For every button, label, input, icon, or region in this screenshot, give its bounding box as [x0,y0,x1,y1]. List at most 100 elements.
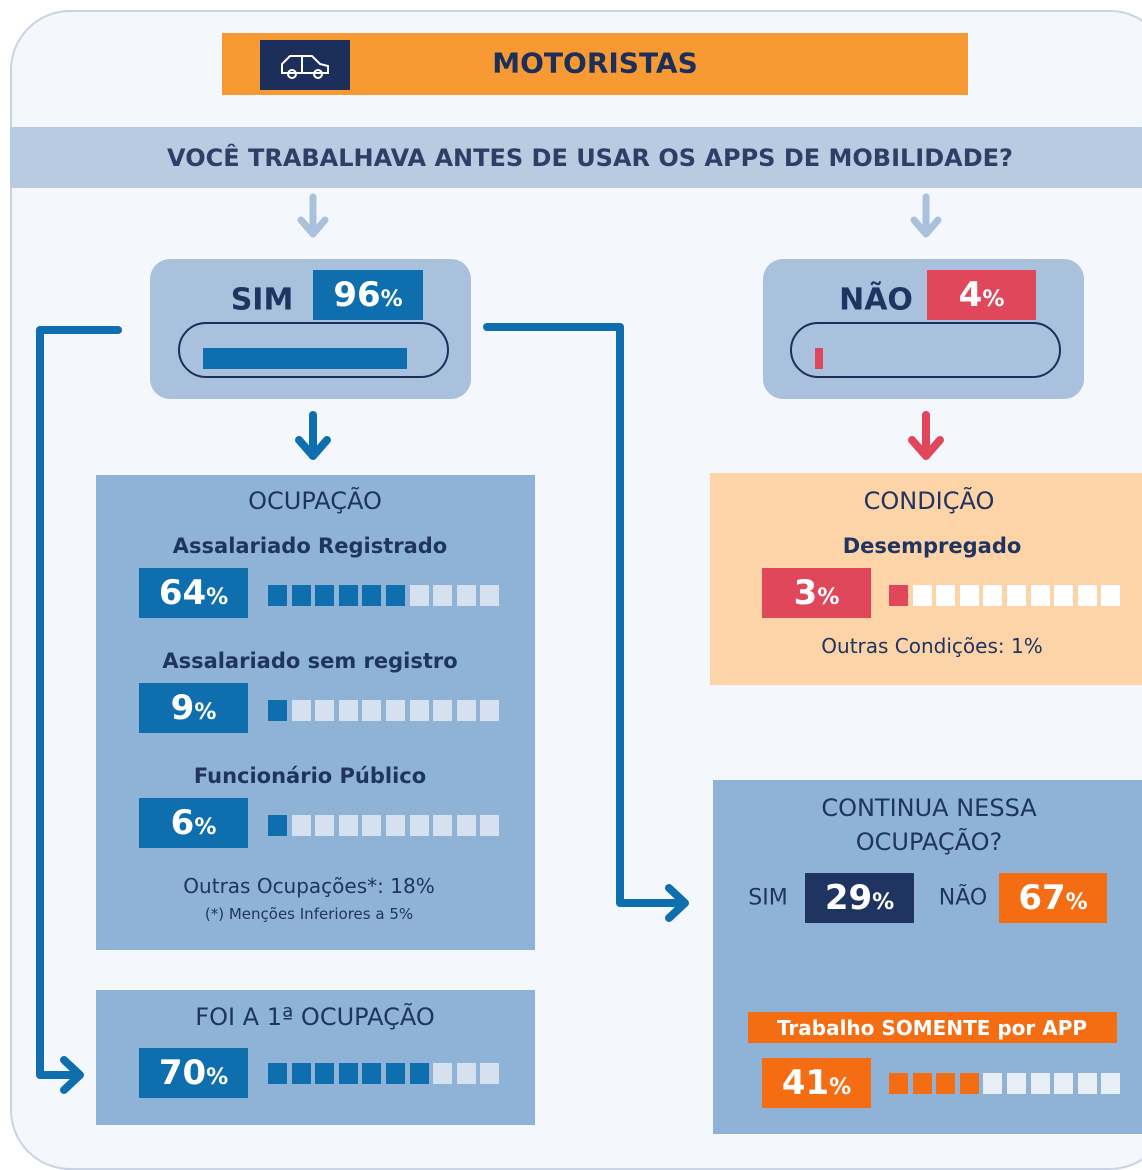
section-title: FOI A 1ª OCUPAÇÃO [195,1003,435,1031]
unit: % [872,890,895,915]
value-box: 41% [762,1058,871,1108]
value: 41 [781,1063,830,1103]
square [1030,1073,1050,1094]
square [456,1063,476,1084]
question: VOCÊ TRABALHAVA ANTES DE USAR OS APPS DE… [167,144,1013,172]
connectors [36,193,1065,1094]
value-box: 3% [762,568,871,618]
square [959,1073,979,1094]
square [433,815,453,836]
square [338,585,358,606]
value: 3 [793,573,818,613]
square [268,1063,287,1084]
square [1101,585,1121,606]
square [983,585,1003,606]
value-box: 6% [139,798,248,848]
value: 6 [170,803,195,843]
pill [790,322,1061,378]
other: Outras Ocupações*: 18% [183,874,435,898]
answer-label: NÃO [938,885,988,911]
value: 29 [824,878,873,918]
square [1007,585,1026,606]
arrow [295,411,331,460]
square [291,585,311,606]
value-box: 70% [139,1048,248,1098]
flow-line [36,326,122,1094]
square-bar [268,815,504,836]
square [1054,1073,1074,1094]
square [456,585,476,606]
answer-label: NÃO [839,282,913,318]
square [291,700,311,721]
page: MOTORISTAS VOCÊ TRABALHAVA ANTES DE USAR… [10,10,1142,1170]
square [409,585,429,606]
square-bar [268,1063,504,1084]
item-label: Funcionário Público [193,764,427,788]
square [386,1063,405,1084]
square [315,585,335,606]
value: 96 [333,275,381,315]
square [409,1063,429,1084]
sub-title-bg [748,1012,1117,1043]
progress-bar [815,348,824,369]
arrow [297,193,329,238]
unit: % [817,585,840,610]
unit: % [982,287,1005,312]
square-bar [889,585,1125,606]
arrow [908,411,944,460]
sub-title: Trabalho SOMENTE por APP [776,1016,1088,1040]
square [480,815,500,836]
value: 9 [170,688,195,728]
square [912,585,932,606]
square [1077,1073,1097,1094]
arrow [910,193,942,238]
unit: % [194,700,217,725]
unit: % [206,1065,229,1090]
square [1007,1073,1026,1094]
value-box: 64% [139,568,248,618]
square [362,585,382,606]
square [315,815,335,836]
square [338,1063,358,1084]
square [409,815,429,836]
square [480,700,500,721]
value-box: 29% [805,873,914,923]
value: 67 [1018,878,1066,918]
square [433,585,453,606]
square [889,585,908,606]
square-bar [268,700,504,721]
unit: % [206,585,229,610]
square [409,700,429,721]
car-icon [281,55,329,79]
section-title: OCUPAÇÃO? [855,828,1003,856]
header-title: MOTORISTAS [492,46,698,80]
unit: % [829,1075,852,1100]
square [268,585,287,606]
other: Outras Condições: 1% [821,634,1043,658]
square [362,1063,382,1084]
question-band [10,127,1142,188]
section-title: CONDIÇÃO [863,487,995,515]
unit: % [194,815,217,840]
item-label: Desempregado [842,534,1022,558]
square-bar [889,1073,1125,1094]
square [362,815,382,836]
square [338,815,358,836]
square [480,585,500,606]
section-title: OCUPAÇÃO [248,487,382,515]
square [433,700,453,721]
square [936,1073,956,1094]
square [1101,1073,1121,1094]
square [480,1063,500,1084]
square [1077,585,1097,606]
square [362,700,382,721]
square-bar [268,585,504,606]
value: 70 [158,1053,207,1093]
square [315,700,335,721]
square [338,700,358,721]
square [1054,585,1074,606]
square [291,1063,311,1084]
square [386,585,405,606]
unit: % [1065,890,1088,915]
section-title: CONTINUA NESSA [821,794,1037,822]
